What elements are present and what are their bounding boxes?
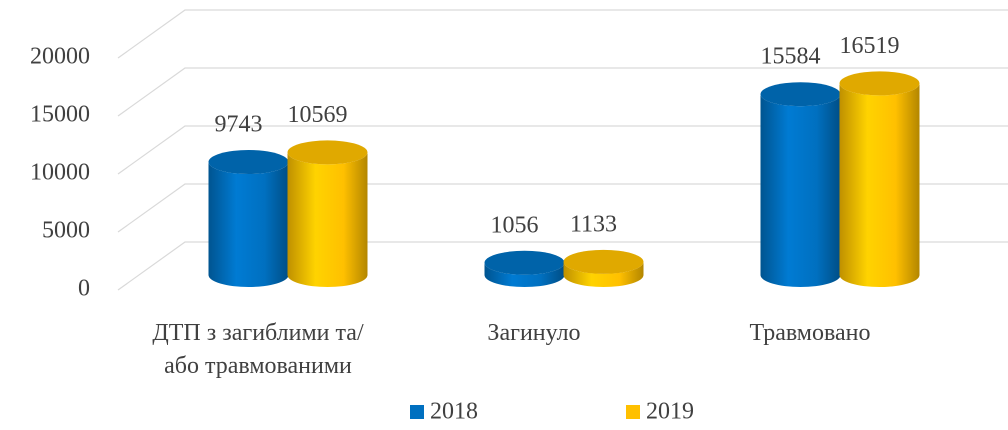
x-tick-label: Загинуло (487, 320, 581, 346)
data-label: 1133 (570, 211, 617, 237)
y-tick-label: 15000 (30, 102, 90, 128)
grid-line (117, 241, 1008, 291)
legend-swatch (626, 405, 640, 419)
bar (563, 261, 644, 287)
x-tick-label: Травмовано (749, 320, 871, 346)
data-label: 10569 (288, 102, 348, 128)
grid-line (117, 9, 1008, 59)
y-tick-label: 5000 (42, 218, 90, 244)
y-tick-label: 10000 (30, 160, 90, 186)
y-tick-label: 20000 (30, 44, 90, 70)
bar (839, 83, 920, 287)
legend-label: 2018 (430, 399, 478, 425)
bar (760, 94, 841, 287)
legend-swatch (410, 405, 424, 419)
y-tick-label: 0 (78, 276, 90, 302)
legend-label: 2019 (646, 399, 694, 425)
bar-top (287, 140, 368, 165)
bar-top (839, 71, 920, 96)
grid-line (117, 183, 1008, 233)
bar-top (760, 82, 841, 107)
data-label: 16519 (840, 33, 900, 59)
bar-top (563, 249, 644, 274)
data-label: 1056 (491, 212, 539, 238)
grid-line (117, 67, 1008, 117)
bar-top (208, 149, 289, 174)
bar-top (484, 250, 565, 275)
bar (287, 152, 368, 287)
data-label: 9743 (215, 111, 263, 137)
x-tick-label: ДТП з загиблими та/або травмованими (152, 320, 364, 379)
bar (484, 262, 565, 287)
bar (208, 161, 289, 287)
data-label: 15584 (761, 44, 821, 70)
grid-line (117, 125, 1008, 175)
